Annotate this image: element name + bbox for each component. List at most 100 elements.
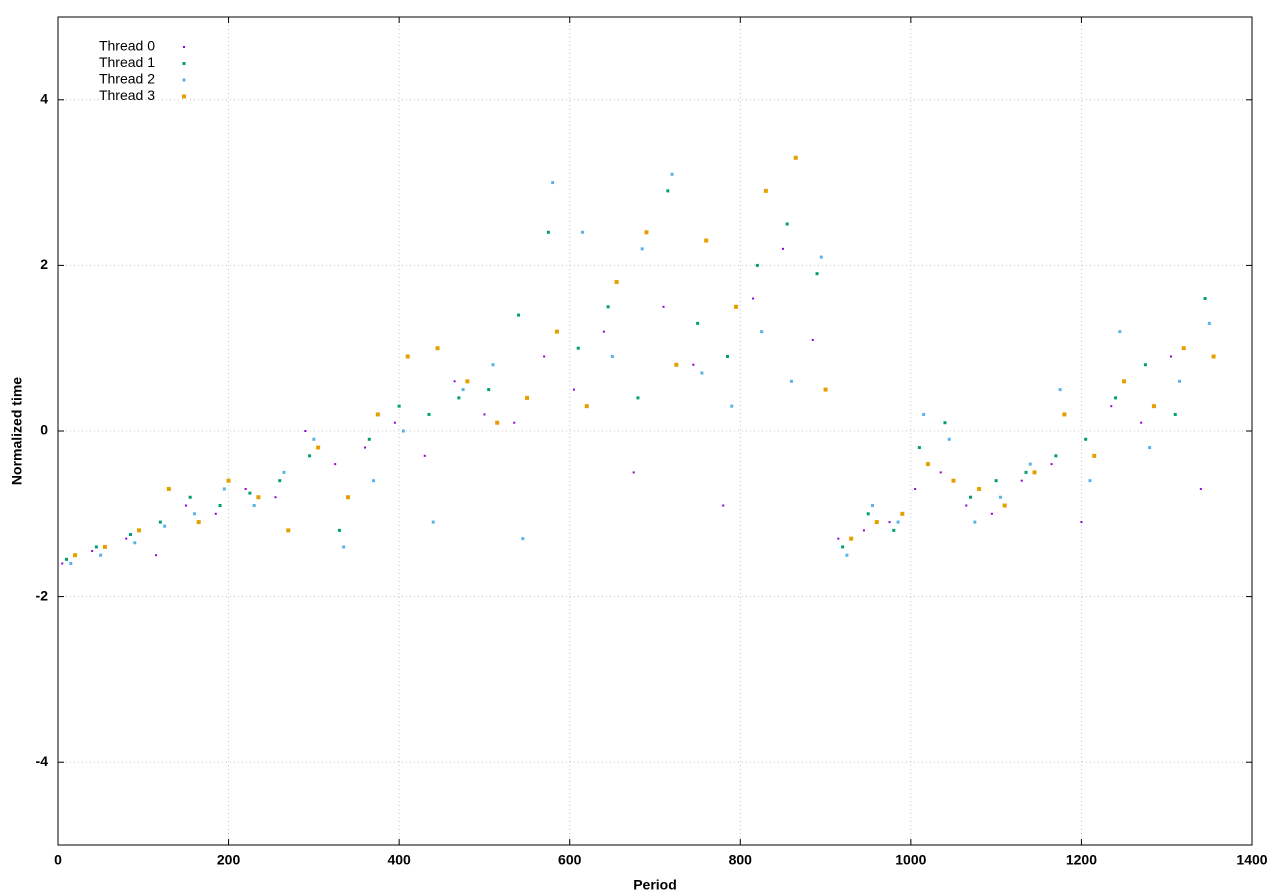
- point: [1088, 479, 1092, 483]
- point: [252, 504, 256, 508]
- point: [888, 521, 891, 524]
- y-tick-label: 0: [40, 422, 48, 438]
- point: [704, 238, 709, 243]
- x-tick-label: 200: [217, 852, 241, 868]
- legend-label: Thread 3: [99, 87, 155, 103]
- point: [1140, 421, 1143, 424]
- point: [1181, 346, 1186, 351]
- point: [1050, 463, 1053, 466]
- point: [517, 313, 521, 317]
- point: [133, 541, 137, 545]
- point: [73, 553, 78, 558]
- point: [874, 520, 879, 525]
- point: [892, 528, 896, 532]
- point: [487, 388, 491, 392]
- point: [849, 536, 854, 541]
- point: [525, 395, 530, 400]
- y-axis-label: Normalized time: [9, 377, 25, 485]
- point: [670, 172, 674, 176]
- point: [163, 524, 167, 528]
- point: [1148, 446, 1152, 450]
- point: [158, 520, 162, 524]
- point: [781, 247, 784, 250]
- point: [401, 429, 405, 433]
- point: [947, 437, 951, 441]
- legend-label: Thread 2: [99, 71, 155, 87]
- point: [196, 520, 201, 525]
- point: [674, 362, 679, 367]
- point: [862, 529, 865, 532]
- point: [793, 155, 798, 160]
- point: [337, 528, 341, 532]
- point: [342, 545, 346, 549]
- point: [278, 479, 282, 483]
- point: [763, 188, 768, 193]
- point: [606, 305, 610, 309]
- point: [700, 371, 704, 375]
- point: [998, 495, 1002, 499]
- point: [819, 255, 823, 259]
- point: [610, 354, 614, 358]
- point: [274, 496, 277, 499]
- point: [61, 562, 64, 565]
- point: [435, 346, 440, 351]
- point: [581, 230, 585, 234]
- y-tick-label: -4: [36, 753, 49, 769]
- point: [405, 354, 410, 359]
- point: [1028, 462, 1032, 466]
- point: [866, 512, 870, 516]
- point: [244, 487, 247, 490]
- point: [334, 463, 337, 466]
- point: [845, 553, 849, 557]
- point: [125, 537, 128, 540]
- point: [65, 557, 69, 561]
- point: [922, 412, 926, 416]
- point: [256, 495, 261, 500]
- point: [465, 379, 470, 384]
- point: [1143, 363, 1147, 367]
- legend-marker: [183, 46, 185, 48]
- point: [990, 512, 993, 515]
- point: [431, 520, 435, 524]
- point: [730, 404, 734, 408]
- point: [914, 487, 917, 490]
- point: [214, 512, 217, 515]
- point: [1084, 437, 1088, 441]
- point: [696, 321, 700, 325]
- point: [397, 404, 401, 408]
- point: [222, 487, 226, 491]
- point: [602, 330, 605, 333]
- point: [1203, 297, 1207, 301]
- point: [837, 537, 840, 540]
- point: [427, 412, 431, 416]
- point: [483, 413, 486, 416]
- point: [969, 495, 973, 499]
- point: [453, 380, 456, 383]
- x-tick-label: 1200: [1066, 852, 1097, 868]
- point: [1080, 521, 1083, 524]
- legend-marker: [182, 94, 186, 99]
- point: [218, 504, 222, 508]
- x-tick-label: 1400: [1236, 852, 1267, 868]
- y-tick-label: 4: [40, 91, 48, 107]
- y-tick-label: 2: [40, 256, 48, 272]
- legend-marker: [182, 78, 186, 82]
- point: [513, 421, 516, 424]
- point: [91, 550, 94, 553]
- y-tick-label: -2: [36, 587, 49, 603]
- point: [461, 388, 465, 392]
- legend-label: Thread 0: [99, 38, 155, 54]
- x-tick-label: 400: [387, 852, 411, 868]
- point: [546, 230, 550, 234]
- legend-label: Thread 1: [99, 54, 155, 70]
- point: [1169, 355, 1172, 358]
- point: [734, 304, 739, 309]
- point: [1020, 479, 1023, 482]
- point: [951, 478, 956, 483]
- point: [423, 454, 426, 457]
- point: [312, 437, 316, 441]
- point: [917, 446, 921, 450]
- point: [554, 329, 559, 334]
- point: [1199, 487, 1202, 490]
- point: [896, 520, 900, 524]
